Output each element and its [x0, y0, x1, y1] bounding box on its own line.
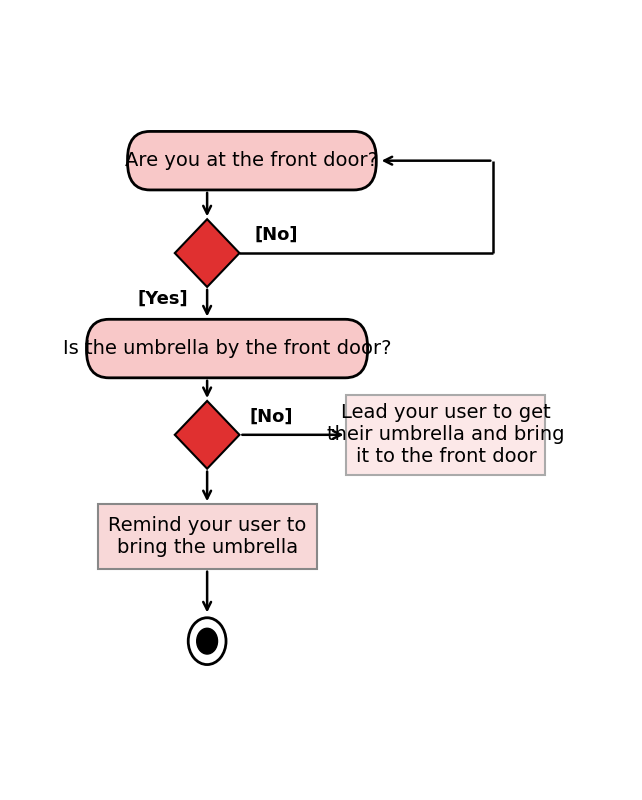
Polygon shape [175, 219, 239, 287]
FancyBboxPatch shape [347, 394, 546, 475]
FancyBboxPatch shape [128, 131, 376, 190]
FancyBboxPatch shape [98, 504, 317, 569]
Text: [Yes]: [Yes] [137, 290, 187, 308]
Text: Is the umbrella by the front door?: Is the umbrella by the front door? [63, 339, 391, 358]
Circle shape [196, 628, 218, 654]
Circle shape [188, 618, 226, 665]
Text: Remind your user to
bring the umbrella: Remind your user to bring the umbrella [108, 516, 306, 557]
Text: Are you at the front door?: Are you at the front door? [125, 151, 378, 170]
Polygon shape [175, 401, 239, 469]
Text: Lead your user to get
their umbrella and bring
it to the front door: Lead your user to get their umbrella and… [327, 403, 565, 466]
FancyBboxPatch shape [87, 319, 368, 378]
Text: [No]: [No] [249, 407, 293, 426]
Text: [No]: [No] [254, 226, 298, 244]
